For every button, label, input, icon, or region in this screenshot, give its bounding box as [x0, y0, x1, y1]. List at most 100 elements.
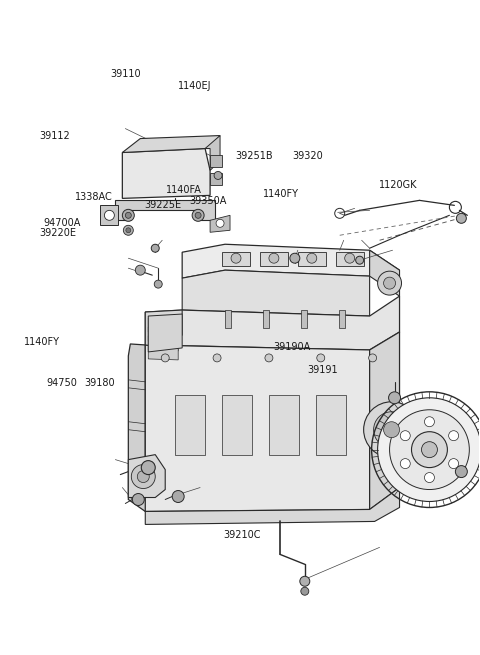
Circle shape — [132, 493, 144, 506]
Polygon shape — [210, 174, 222, 185]
Text: 39110: 39110 — [110, 69, 141, 79]
Polygon shape — [175, 395, 205, 455]
Circle shape — [151, 244, 159, 252]
Circle shape — [373, 412, 409, 447]
Circle shape — [449, 431, 458, 441]
Circle shape — [384, 422, 399, 438]
Circle shape — [400, 458, 410, 468]
Circle shape — [424, 472, 434, 483]
Polygon shape — [339, 310, 345, 328]
Text: 39180: 39180 — [84, 378, 115, 388]
Polygon shape — [210, 155, 222, 168]
Polygon shape — [148, 318, 178, 333]
Circle shape — [137, 470, 149, 483]
Polygon shape — [122, 149, 210, 198]
Polygon shape — [222, 395, 252, 455]
Circle shape — [364, 402, 420, 458]
Circle shape — [317, 354, 325, 362]
Circle shape — [421, 441, 437, 458]
Text: 94750: 94750 — [46, 378, 77, 388]
Circle shape — [449, 458, 458, 468]
Text: 39320: 39320 — [293, 151, 324, 161]
Text: 1140EJ: 1140EJ — [178, 81, 211, 91]
Text: 1140FA: 1140FA — [166, 185, 202, 195]
Text: 39251B: 39251B — [235, 151, 273, 161]
Polygon shape — [301, 310, 307, 328]
Circle shape — [456, 466, 468, 477]
Circle shape — [216, 219, 224, 227]
Circle shape — [231, 253, 241, 263]
Circle shape — [126, 228, 131, 233]
Polygon shape — [122, 136, 220, 153]
Polygon shape — [370, 332, 399, 510]
Circle shape — [290, 253, 300, 263]
Circle shape — [269, 253, 279, 263]
Circle shape — [135, 265, 145, 275]
Polygon shape — [210, 215, 230, 233]
Circle shape — [125, 212, 132, 218]
Circle shape — [213, 354, 221, 362]
Circle shape — [214, 172, 222, 179]
Circle shape — [411, 432, 447, 468]
Circle shape — [307, 253, 317, 263]
Polygon shape — [298, 252, 326, 266]
Polygon shape — [128, 455, 165, 498]
Circle shape — [301, 588, 309, 595]
Circle shape — [104, 210, 114, 220]
Circle shape — [172, 491, 184, 502]
Polygon shape — [316, 395, 346, 455]
Polygon shape — [145, 487, 399, 525]
Polygon shape — [145, 345, 370, 512]
Polygon shape — [148, 336, 178, 351]
Text: 39350A: 39350A — [190, 196, 227, 206]
Text: 39112: 39112 — [39, 131, 70, 141]
Polygon shape — [115, 200, 215, 220]
Circle shape — [384, 277, 396, 289]
Text: 39220E: 39220E — [39, 228, 76, 238]
Polygon shape — [145, 296, 399, 350]
Polygon shape — [225, 310, 231, 328]
Polygon shape — [182, 270, 370, 316]
Polygon shape — [100, 206, 119, 225]
Circle shape — [369, 354, 377, 362]
Polygon shape — [148, 314, 182, 352]
Polygon shape — [222, 252, 250, 266]
Circle shape — [345, 253, 355, 263]
Circle shape — [389, 392, 400, 403]
Polygon shape — [128, 344, 160, 512]
Text: 39210C: 39210C — [223, 530, 261, 540]
Text: 1338AC: 1338AC — [75, 192, 113, 202]
Circle shape — [195, 212, 201, 218]
Circle shape — [141, 460, 155, 475]
Polygon shape — [148, 345, 178, 360]
Text: 39225E: 39225E — [144, 200, 181, 210]
Circle shape — [378, 398, 480, 502]
Circle shape — [161, 354, 169, 362]
Circle shape — [132, 464, 155, 489]
Polygon shape — [145, 310, 182, 348]
Circle shape — [300, 576, 310, 586]
Circle shape — [265, 354, 273, 362]
Circle shape — [424, 417, 434, 426]
Circle shape — [356, 256, 364, 264]
Polygon shape — [336, 252, 364, 266]
Polygon shape — [269, 395, 299, 455]
Text: 1120GK: 1120GK — [379, 180, 417, 190]
Polygon shape — [182, 244, 399, 278]
Polygon shape — [263, 310, 269, 328]
Polygon shape — [205, 136, 220, 170]
Circle shape — [123, 225, 133, 235]
Text: 1140FY: 1140FY — [263, 189, 299, 198]
Text: 1140FY: 1140FY — [24, 337, 60, 347]
Polygon shape — [260, 252, 288, 266]
Text: 39190A: 39190A — [274, 342, 311, 352]
Circle shape — [154, 280, 162, 288]
Text: 39191: 39191 — [307, 365, 337, 375]
Circle shape — [378, 271, 402, 295]
Circle shape — [390, 410, 469, 489]
Circle shape — [192, 210, 204, 221]
Circle shape — [456, 214, 467, 223]
Polygon shape — [148, 327, 178, 342]
Polygon shape — [370, 250, 399, 296]
Circle shape — [400, 431, 410, 441]
